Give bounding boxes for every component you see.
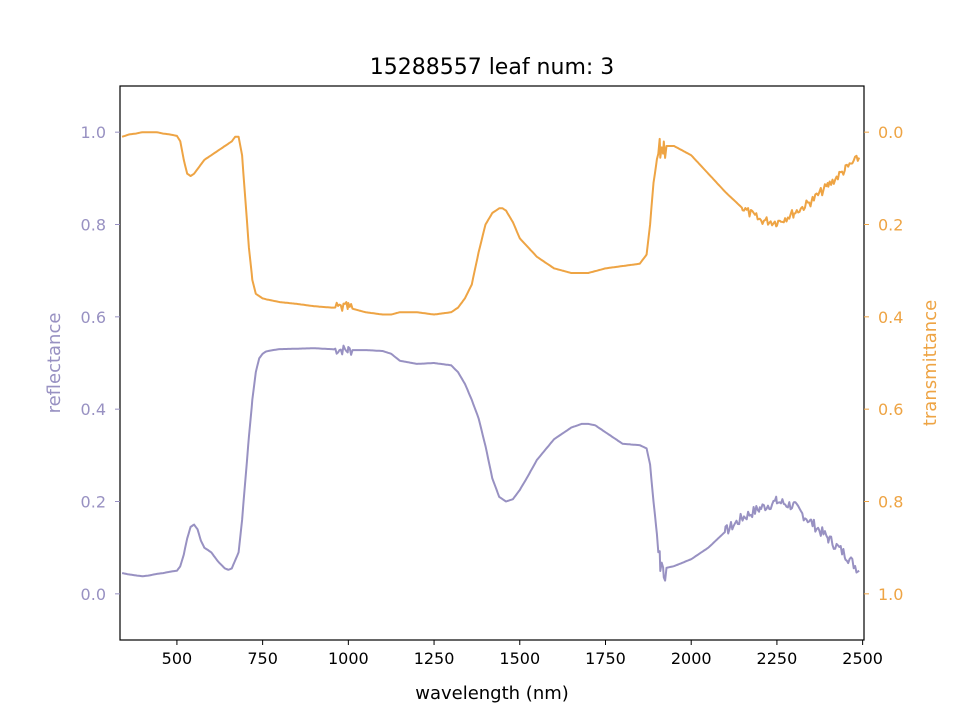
x-tick-label: 750 xyxy=(247,649,278,668)
right-tick-label: 0.8 xyxy=(878,493,903,512)
plot-area xyxy=(121,131,861,582)
left-tick-label: 0.4 xyxy=(81,400,106,419)
right-tick-label: 0.6 xyxy=(878,400,903,419)
x-axis: 500 750 1000 1250 1500 1750 2000 2250 2500 xyxy=(162,640,883,668)
left-tick-label: 1.0 xyxy=(81,123,106,142)
reflectance-series-line xyxy=(121,344,860,582)
left-tick-label: 0.6 xyxy=(81,308,106,327)
right-tick-label: 0.2 xyxy=(878,216,903,235)
chart-title: 15288557 leaf num: 3 xyxy=(370,55,615,80)
x-tick-label: 500 xyxy=(162,649,193,668)
transmittance-series-line xyxy=(121,131,861,316)
x-tick-label: 1750 xyxy=(585,649,626,668)
right-tick-label: 0.0 xyxy=(878,123,903,142)
right-y-axis-label: transmittance xyxy=(920,300,941,426)
left-tick-label: 0.0 xyxy=(81,585,106,604)
x-tick-label: 2250 xyxy=(757,649,798,668)
left-tick-label: 0.8 xyxy=(81,216,106,235)
left-y-axis: 0.0 0.2 0.4 0.6 0.8 1.0 xyxy=(81,123,120,604)
x-tick-label: 1250 xyxy=(414,649,455,668)
x-tick-label: 2000 xyxy=(671,649,712,668)
right-tick-label: 0.4 xyxy=(878,308,903,327)
x-tick-label: 1000 xyxy=(328,649,369,668)
right-y-axis: 0.0 0.2 0.4 0.6 0.8 1.0 xyxy=(864,123,903,604)
x-axis-label: wavelength (nm) xyxy=(415,683,569,704)
left-y-axis-label: reflectance xyxy=(44,313,65,414)
axes-frame xyxy=(119,85,865,641)
x-tick-label: 2500 xyxy=(842,649,883,668)
x-tick-label: 1500 xyxy=(499,649,540,668)
left-tick-label: 0.2 xyxy=(81,493,106,512)
right-tick-label: 1.0 xyxy=(878,585,903,604)
